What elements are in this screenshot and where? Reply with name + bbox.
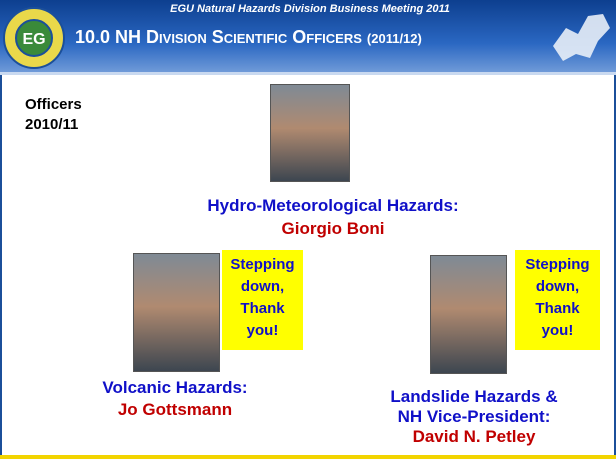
note-line: Thank <box>535 300 580 317</box>
person-name: David N. Petley <box>412 427 536 446</box>
note-line: you! <box>246 322 279 339</box>
role: Volcanic Hazards: <box>102 378 248 397</box>
side-label: 2010/11 <box>25 116 79 133</box>
border-right <box>614 75 616 455</box>
note-line: Thank <box>240 300 285 317</box>
subtitle: EGU Natural Hazards Division Business Me… <box>170 3 450 15</box>
svg-text:EG: EG <box>22 31 45 48</box>
header-band <box>0 0 616 75</box>
footer-line <box>0 455 616 459</box>
note-line: Stepping <box>525 256 590 273</box>
role: Hydro-Meteorological Hazards: <box>207 196 459 215</box>
note: Stepping down, Thank you! <box>222 250 303 350</box>
title-suffix: (2011/12) <box>366 31 422 46</box>
note: Stepping down, Thank you! <box>515 250 600 350</box>
person-name: Giorgio Boni <box>281 219 385 238</box>
photo <box>430 255 507 374</box>
photo <box>270 84 350 182</box>
note-line: down, <box>240 278 285 295</box>
note-line: you! <box>541 322 574 339</box>
side-label: Officers <box>25 96 82 113</box>
person-name: Jo Gottsmann <box>117 400 233 419</box>
photo <box>133 253 220 372</box>
map-icon <box>553 14 610 61</box>
note-line: Stepping <box>230 256 295 273</box>
note-line: down, <box>535 278 580 295</box>
title-text: 10.0 NH Division Scientific Officers <box>75 27 362 47</box>
title: 10.0 NH Division Scientific Officers (20… <box>75 27 422 48</box>
role: NH Vice-President: <box>397 407 551 426</box>
logo: EG <box>3 7 65 69</box>
border-left <box>0 75 2 455</box>
role: Landslide Hazards & <box>390 387 558 406</box>
